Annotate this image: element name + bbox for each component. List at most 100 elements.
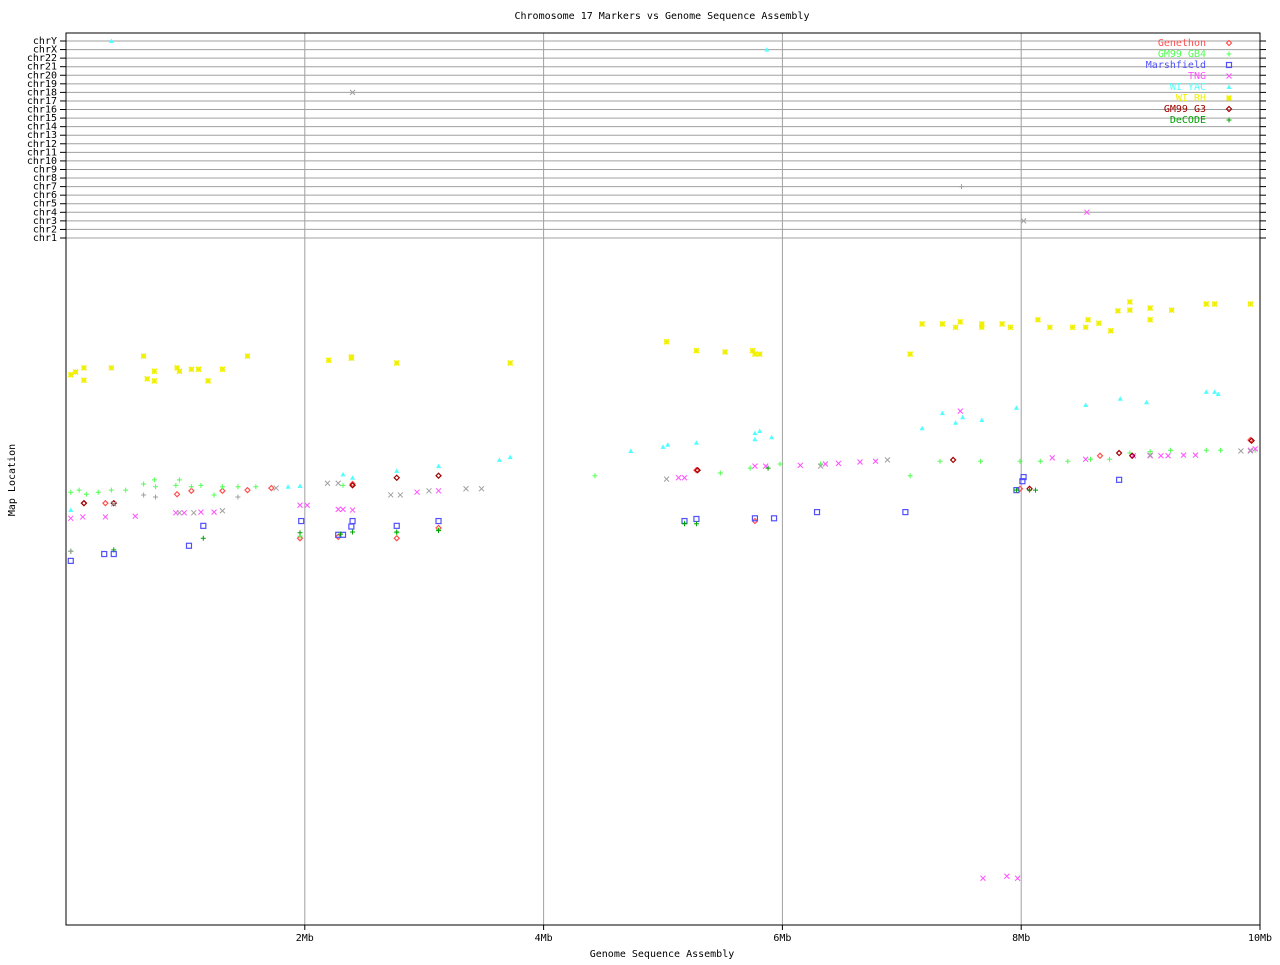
data-point [756,351,763,358]
chromosome-label: chr2 [33,224,57,235]
data-point [1115,449,1123,457]
data-point [752,436,758,442]
data-point [663,338,670,345]
chromosome-label: chr20 [27,70,57,81]
data-point [397,492,404,498]
data-point [68,489,74,495]
data-point [151,368,158,375]
data-point [219,366,226,373]
data-point [219,484,225,490]
data-point [235,494,241,500]
data-point [592,473,598,479]
legend-marker [1225,105,1233,113]
data-point [1248,437,1255,445]
data-point [1046,324,1053,331]
data-point [1034,316,1041,323]
data-point [1114,307,1121,314]
data-point [717,470,723,476]
data-point [200,522,207,529]
data-point [297,502,303,509]
data-point [769,434,775,440]
data-point [1020,473,1027,481]
data-point [80,364,87,371]
data-point [72,368,79,375]
data-point [1065,458,1071,464]
data-point [693,347,700,354]
chromosome-hit-point [349,89,356,96]
data-point [176,509,183,516]
data-point [67,515,74,522]
data-point [675,474,682,481]
data-point [350,529,356,535]
chromosome-label: chr18 [27,87,57,98]
data-point [436,528,442,534]
data-point [173,490,181,498]
data-point [1082,456,1089,463]
chromosome-label: chr11 [27,147,57,158]
chromosome-label: chr4 [33,207,57,218]
data-point [176,368,183,375]
data-point [978,458,984,464]
data-point [752,463,758,469]
data-point [507,454,513,460]
data-point [235,484,241,490]
data-point [663,476,670,482]
data-point [777,461,783,467]
data-point [937,458,943,464]
chromosome-label: chr6 [33,190,57,201]
data-point [387,492,394,498]
legend-marker [1225,39,1233,47]
data-point [285,484,291,489]
series-genethon [80,436,1254,542]
legend-label: GM99 GB4 [1158,49,1206,60]
data-point [980,875,986,882]
data-point [83,491,89,497]
chromosome-label: chr3 [33,216,57,227]
data-point [463,485,469,492]
data-point [349,480,356,488]
data-point [244,486,251,494]
data-point [1117,396,1123,401]
data-point [173,482,179,488]
data-point [297,530,303,536]
data-point [338,531,344,537]
data-point [151,377,158,384]
data-point [1165,452,1171,459]
data-point [919,425,925,431]
chromosome-hit-point [1020,218,1027,224]
data-point [1147,316,1154,323]
data-point [95,489,101,495]
data-point [1203,300,1210,307]
chromosome-label: chr22 [27,53,57,64]
data-point [426,487,432,494]
data-point [960,414,966,420]
data-point [198,482,204,488]
data-point [1158,452,1164,459]
series-tng [67,209,1259,882]
data-point [939,410,945,416]
data-point [296,534,304,542]
data-point [919,320,926,327]
data-point [211,509,217,515]
series-gm99-gb4 [68,447,1258,539]
data-point [1037,458,1043,464]
data-point [335,480,342,487]
data-point [1180,452,1187,458]
data-point [953,420,959,425]
series-wi-yac [68,38,1221,513]
data-point [693,521,699,527]
data-point [1203,447,1209,453]
data-point [144,375,151,382]
chromosome-label: chr14 [27,122,57,133]
data-point [110,501,117,507]
plot-frame [65,32,1261,926]
chromosome-label: chr7 [33,182,57,193]
data-point [1107,327,1114,334]
chromosome-label: chr8 [33,173,57,184]
data-point [478,485,485,492]
x-tick-label: 2Mb [296,933,314,944]
data-point [211,492,217,498]
data-point [1087,456,1093,462]
chromosome-hit-point [764,47,770,52]
data-point [835,460,842,467]
